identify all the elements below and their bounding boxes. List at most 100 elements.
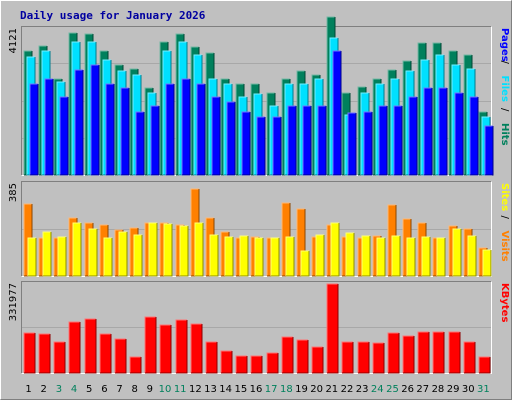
panel-middle-bar-sites-day-27-highlight	[421, 236, 430, 276]
panel-top-bar-pages-day-20-fill	[318, 106, 326, 175]
panel-top-bar-hits-day-5-highlight	[84, 33, 93, 175]
panel-bottom-bar-kbytes-day-11-highlight	[175, 319, 187, 373]
panel-bottom-bar-kbytes-day-22	[341, 341, 354, 374]
panel-bottom-bar-kbytes-day-22-fill	[342, 342, 353, 373]
panel-middle-bar-sites-day-3-fill	[58, 237, 66, 276]
panel-middle-bar-sites-day-11-fill	[180, 226, 188, 276]
panel-middle-bar-sites-day-13-fill	[210, 235, 218, 276]
panel-bottom-bar-kbytes-day-26-fill	[403, 336, 414, 373]
panel-top-bar-pages-day-1-fill	[30, 84, 38, 175]
panel-middle-bar-sites-day-20	[315, 234, 325, 277]
panel-top-max-label: 4121	[8, 28, 19, 53]
panel-middle-bar-sites-day-6-fill	[104, 238, 112, 276]
panel-bottom-bar-kbytes-day-18-highlight	[281, 336, 293, 373]
panel-top-bar-pages-day-20-shadow	[318, 106, 327, 176]
panel-middle-bar-visits-day-6-highlight	[99, 224, 108, 276]
panel-top-bar-pages-day-3-shadow	[60, 97, 69, 176]
panel-middle-bar-sites-day-15-shadow	[240, 236, 249, 277]
panel-top-bar-pages-day-9-fill	[151, 106, 159, 175]
panel-bottom-bar-kbytes-day-7-fill	[115, 339, 126, 373]
panel-top-bar-hits-day-11-highlight	[175, 33, 184, 175]
panel-middle-bar-visits-day-24-highlight	[372, 235, 381, 276]
panel-top-bar-pages-day-26	[408, 96, 418, 176]
panel-bottom-bar-kbytes-day-4	[68, 321, 81, 374]
panel-top-bar-pages-day-16-fill	[257, 117, 265, 175]
panel-bottom-bar-kbytes-day-21-highlight	[326, 283, 338, 373]
panel-bottom-bar-kbytes-day-16-fill	[251, 356, 262, 373]
panel-top-bar-hits-day-25-highlight	[387, 69, 396, 175]
panel-middle-bar-sites-day-6	[103, 237, 113, 277]
panel-top-bar-pages-day-8	[135, 111, 145, 176]
panel-top-bar-pages-day-8-fill	[136, 112, 144, 175]
panel-middle-bar-sites-day-28-highlight	[436, 237, 445, 276]
panel-middle-bar-sites-day-14-highlight	[224, 236, 233, 276]
panel-middle-bar-sites-day-29-shadow	[453, 229, 462, 277]
panel-top-bar-pages-day-13-shadow	[212, 97, 221, 176]
panel-middle-bar-sites-day-5-shadow	[89, 229, 98, 277]
panel-top-bar-pages-day-6-shadow	[106, 84, 115, 176]
day-label-14: 14	[219, 384, 232, 395]
panel-bottom-bar-kbytes-day-17-highlight	[266, 352, 278, 373]
day-label-18: 18	[280, 384, 293, 395]
panel-top-bar-pages-day-12-highlight	[196, 83, 205, 175]
panel-middle-bar-sites-day-8-shadow	[134, 235, 143, 277]
panel-top-bar-pages-day-10-fill	[166, 84, 174, 175]
panel-bottom-bar-kbytes-day-16-shadow	[251, 356, 263, 374]
panel-middle-bar-visits-day-12-highlight	[190, 188, 199, 276]
panel-top-bar-pages-day-6-highlight	[105, 83, 114, 175]
panel-top-bar-pages-day-14-fill	[227, 102, 235, 175]
panel-top-bar-pages-day-10-highlight	[165, 83, 174, 175]
panel-bottom-bar-kbytes-day-29	[448, 331, 461, 374]
panel-top-bar-hits-day-23-highlight	[357, 86, 366, 175]
panel-top-bar-pages-day-4	[74, 69, 84, 176]
panel-bottom-bar-kbytes-day-23-shadow	[358, 342, 370, 374]
day-label-15: 15	[234, 384, 247, 395]
panel-bottom-bar-kbytes-day-28	[432, 331, 445, 374]
panel-top-bar-pages-day-18-shadow	[288, 106, 297, 176]
day-label-28: 28	[432, 384, 445, 395]
panel-middle-bar-sites-day-25	[391, 235, 401, 277]
panel-top-bar-pages-day-2	[44, 78, 54, 176]
panel-middle-bar-sites-day-24	[376, 237, 386, 277]
panel-middle-bar-sites-day-26-fill	[407, 238, 415, 276]
panel-middle-bar-sites-day-20-shadow	[316, 235, 325, 277]
panel-top-bar-files-day-20-highlight	[314, 78, 323, 175]
panel-middle-legend-sites: Sites	[499, 183, 510, 211]
panel-top-bar-pages-day-12	[196, 83, 206, 176]
panel-middle-bar-sites-day-21-highlight	[330, 222, 339, 276]
day-label-6: 6	[101, 384, 107, 395]
panel-bottom-bar-kbytes-day-15-shadow	[236, 356, 248, 374]
panel-bottom-bar-kbytes-day-31-fill	[479, 357, 490, 373]
panel-middle-bar-sites-day-31-highlight	[482, 249, 491, 276]
panel-middle-bar-sites-day-6-highlight	[103, 237, 112, 276]
panel-bottom-bar-kbytes-day-20-fill	[312, 347, 323, 373]
panel-top-bar-pages-day-28	[438, 87, 448, 176]
panel-top-bar-hits-day-4-highlight	[68, 32, 77, 175]
panel-middle-bar-sites-day-22-shadow	[346, 233, 355, 277]
panel-top-bar-files-day-4-highlight	[71, 41, 80, 175]
panel-top-bar-files-day-10-highlight	[162, 50, 171, 175]
panel-bottom-bar-kbytes-day-8-highlight	[129, 356, 141, 373]
panel-middle-bar-sites-day-28-shadow	[437, 238, 446, 277]
panel-middle-max-label: 385	[8, 183, 19, 202]
panel-bottom-bar-kbytes-day-14-highlight	[220, 350, 232, 373]
panel-bottom-bar-kbytes-day-6	[99, 333, 112, 374]
panel-middle-bar-visits-day-29-highlight	[448, 225, 457, 276]
panel-bottom-bar-kbytes-day-23-fill	[358, 342, 369, 373]
panel-bottom-bar-kbytes-day-23	[357, 341, 370, 374]
panel-bottom-bar-kbytes-day-9-highlight	[144, 316, 156, 373]
day-label-26: 26	[401, 384, 414, 395]
panel-top-bar-hits-day-26-highlight	[402, 60, 411, 175]
panel-top-bar-files-day-14-highlight	[223, 83, 232, 175]
panel-top-bar-files-day-24-highlight	[375, 83, 384, 175]
panel-bottom-bar-kbytes-day-3-shadow	[54, 342, 66, 374]
panel-top-bar-pages-day-19-shadow	[303, 106, 312, 176]
panel-bottom-bar-kbytes-day-10-shadow	[160, 325, 172, 374]
panel-top-bar-pages-day-8-shadow	[136, 112, 145, 176]
panel-middle-bar-sites-day-25-shadow	[392, 236, 401, 277]
panel-middle-legend-separator-1: /	[499, 216, 510, 220]
panel-top-bar-hits-day-16-highlight	[250, 83, 259, 175]
panel-top-bar-pages-day-13	[211, 96, 221, 176]
panel-top-bar-pages-day-26-fill	[409, 97, 417, 175]
panel-bottom-bar-kbytes-day-14-shadow	[221, 351, 233, 374]
